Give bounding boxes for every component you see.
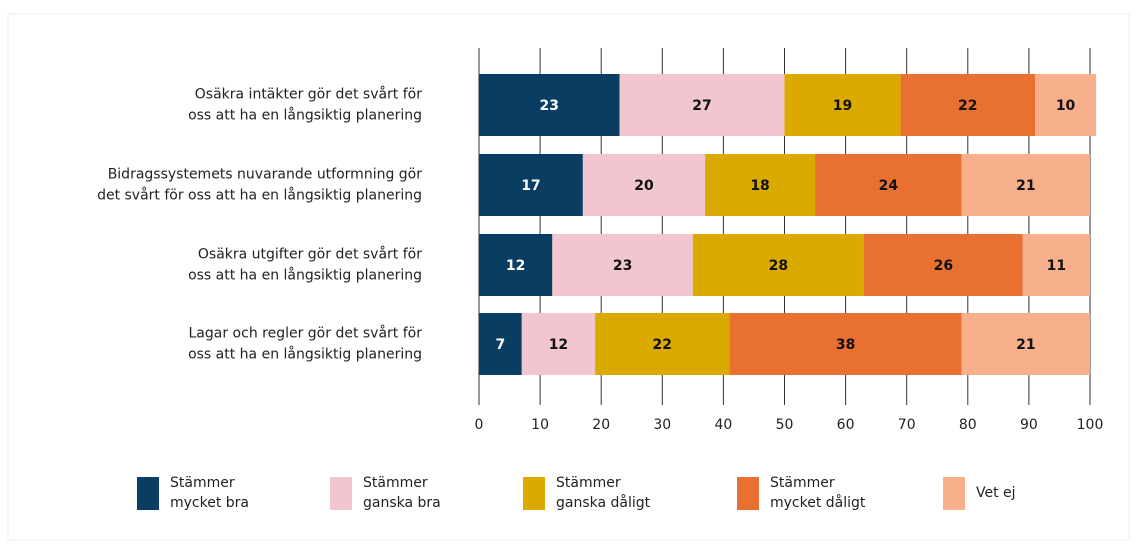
legend-swatch	[523, 477, 545, 510]
bar-segment	[595, 313, 730, 375]
data-label: 28	[769, 258, 788, 274]
bar-segment	[479, 74, 620, 136]
bar-segment	[619, 74, 785, 136]
bar-segment	[479, 154, 583, 216]
data-label: 27	[692, 98, 711, 114]
data-label: 21	[1016, 337, 1035, 353]
x-tick-label: 100	[1077, 417, 1104, 433]
x-tick-label: 40	[714, 417, 732, 433]
category-label: Lagar och regler gör det svårt för	[189, 325, 423, 342]
category-label: det svårt för oss att ha en långsiktig p…	[97, 187, 422, 204]
x-tick-label: 80	[959, 417, 977, 433]
data-label: 20	[634, 178, 654, 194]
x-tick-label: 70	[898, 417, 916, 433]
x-tick-label: 30	[653, 417, 671, 433]
bar-segment	[815, 154, 962, 216]
bar-segment	[479, 234, 553, 296]
bar-segment	[1022, 234, 1090, 296]
bar-segment	[961, 313, 1090, 375]
data-label: 23	[613, 258, 632, 274]
legend-swatch	[737, 477, 759, 510]
data-label: 21	[1016, 178, 1035, 194]
category-label: Osäkra utgifter gör det svårt för	[198, 246, 422, 263]
data-label: 10	[1056, 98, 1076, 114]
data-label: 12	[506, 258, 525, 274]
legend-swatch	[137, 477, 159, 510]
data-label: 19	[833, 98, 852, 114]
legend-label: Vet ej	[976, 485, 1016, 501]
bar-segment	[521, 313, 596, 375]
bar-segment	[1035, 74, 1097, 136]
data-label: 11	[1047, 258, 1066, 274]
category-label: oss att ha en långsiktig planering	[188, 107, 422, 124]
legend-label: ganska dåligt	[556, 494, 651, 511]
x-tick-label: 0	[475, 417, 484, 433]
category-label: Osäkra intäkter gör det svårt för	[195, 86, 422, 103]
data-label: 38	[836, 337, 855, 353]
data-label: 22	[653, 337, 672, 353]
x-tick-label: 50	[776, 417, 794, 433]
bar-segment	[961, 154, 1090, 216]
legend-label: mycket bra	[170, 495, 249, 511]
legend-label: mycket dåligt	[770, 494, 866, 511]
legend-swatch	[943, 477, 965, 510]
data-label: 26	[934, 258, 953, 274]
x-tick-label: 60	[837, 417, 855, 433]
bar-segment	[479, 313, 522, 375]
bar-segment	[729, 313, 962, 375]
x-tick-label: 20	[592, 417, 610, 433]
bar-segment	[705, 154, 816, 216]
data-label: 22	[958, 98, 977, 114]
bar-segment	[784, 74, 901, 136]
legend-label: Stämmer	[170, 475, 235, 491]
legend-label: Stämmer	[363, 475, 428, 491]
bar-segment	[900, 74, 1036, 136]
bar-segment	[863, 234, 1023, 296]
bar-segment	[552, 234, 693, 296]
legend-swatch	[330, 477, 352, 510]
category-label: Bidragssystemets nuvarande utformning gö…	[108, 167, 423, 183]
data-label: 7	[496, 337, 506, 353]
legend-label: ganska bra	[363, 495, 441, 511]
x-tick-label: 10	[531, 417, 549, 433]
bar-segment	[582, 154, 706, 216]
data-label: 18	[750, 178, 769, 194]
legend-label: Stämmer	[556, 475, 621, 491]
legend-label: Stämmer	[770, 475, 835, 491]
data-label: 17	[521, 178, 540, 194]
data-label: 23	[540, 98, 559, 114]
data-label: 12	[549, 337, 568, 353]
bar-segment	[692, 234, 864, 296]
x-tick-label: 90	[1020, 417, 1038, 433]
data-label: 24	[879, 178, 899, 194]
category-label: oss att ha en långsiktig planering	[188, 267, 422, 284]
category-label: oss att ha en långsiktig planering	[188, 346, 422, 363]
